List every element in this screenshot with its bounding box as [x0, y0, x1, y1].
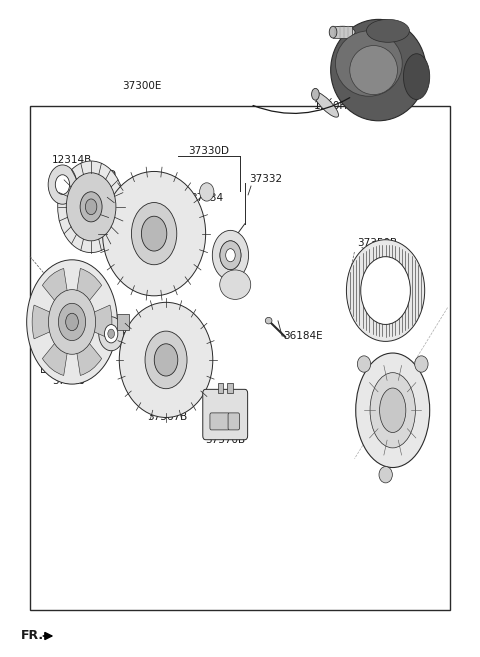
- Circle shape: [27, 260, 117, 384]
- Circle shape: [58, 161, 124, 252]
- Circle shape: [66, 313, 78, 330]
- Ellipse shape: [331, 19, 426, 121]
- Text: FR.: FR.: [21, 629, 44, 643]
- FancyBboxPatch shape: [210, 413, 229, 430]
- Ellipse shape: [380, 388, 406, 432]
- Circle shape: [108, 329, 115, 338]
- Circle shape: [59, 304, 85, 340]
- Ellipse shape: [329, 26, 337, 38]
- Bar: [30, 106, 450, 610]
- Wedge shape: [72, 269, 102, 322]
- Ellipse shape: [119, 302, 213, 417]
- Ellipse shape: [94, 183, 108, 201]
- Ellipse shape: [361, 257, 410, 325]
- Ellipse shape: [220, 270, 251, 300]
- Circle shape: [132, 202, 177, 265]
- Circle shape: [48, 165, 77, 204]
- Ellipse shape: [356, 353, 430, 468]
- Bar: [217, 383, 223, 394]
- Circle shape: [48, 290, 96, 354]
- Ellipse shape: [366, 19, 409, 42]
- Text: 37350B: 37350B: [357, 238, 397, 248]
- Circle shape: [156, 347, 175, 373]
- Text: 12314B: 12314B: [51, 154, 92, 165]
- Ellipse shape: [336, 31, 402, 97]
- Circle shape: [55, 175, 70, 194]
- Circle shape: [66, 173, 116, 241]
- Text: 36184E: 36184E: [283, 330, 323, 341]
- Ellipse shape: [147, 308, 161, 326]
- FancyBboxPatch shape: [228, 413, 240, 430]
- Text: 37367B: 37367B: [147, 412, 188, 422]
- Bar: [117, 314, 129, 330]
- Circle shape: [85, 199, 97, 215]
- Circle shape: [148, 336, 184, 384]
- Ellipse shape: [415, 356, 428, 373]
- Circle shape: [134, 207, 174, 260]
- Ellipse shape: [200, 183, 214, 201]
- Ellipse shape: [379, 466, 392, 483]
- FancyArrowPatch shape: [253, 98, 350, 114]
- Circle shape: [220, 241, 241, 269]
- Wedge shape: [72, 305, 112, 339]
- Wedge shape: [42, 322, 72, 375]
- Text: 1120GK: 1120GK: [336, 26, 377, 36]
- Ellipse shape: [103, 171, 205, 296]
- Text: 37390B: 37390B: [362, 373, 402, 382]
- Bar: [227, 383, 233, 394]
- Text: 37334: 37334: [190, 193, 223, 202]
- Circle shape: [105, 325, 118, 343]
- Text: 37321D: 37321D: [75, 170, 117, 180]
- Ellipse shape: [347, 240, 425, 342]
- Circle shape: [220, 241, 241, 269]
- Text: 37332: 37332: [250, 174, 283, 185]
- Ellipse shape: [330, 26, 355, 38]
- Circle shape: [145, 331, 187, 389]
- Circle shape: [144, 219, 165, 248]
- Circle shape: [80, 192, 102, 222]
- Ellipse shape: [312, 89, 319, 100]
- Wedge shape: [42, 269, 72, 322]
- Bar: [333, 26, 352, 38]
- Wedge shape: [72, 322, 102, 375]
- Ellipse shape: [404, 54, 430, 99]
- Ellipse shape: [314, 92, 338, 117]
- Text: 37342: 37342: [109, 332, 142, 342]
- Circle shape: [154, 344, 178, 376]
- Ellipse shape: [350, 45, 397, 95]
- Ellipse shape: [357, 356, 371, 373]
- Text: 1140HG: 1140HG: [314, 101, 356, 111]
- Circle shape: [142, 216, 167, 251]
- Circle shape: [212, 231, 249, 280]
- Circle shape: [226, 249, 235, 261]
- Circle shape: [99, 317, 123, 351]
- Text: 37340: 37340: [52, 376, 84, 386]
- Text: 37300E: 37300E: [122, 81, 162, 91]
- FancyBboxPatch shape: [203, 390, 248, 440]
- Text: 37370B: 37370B: [204, 435, 245, 445]
- Ellipse shape: [370, 373, 415, 448]
- Text: 37330D: 37330D: [189, 147, 229, 156]
- Wedge shape: [32, 305, 72, 339]
- Ellipse shape: [265, 317, 272, 324]
